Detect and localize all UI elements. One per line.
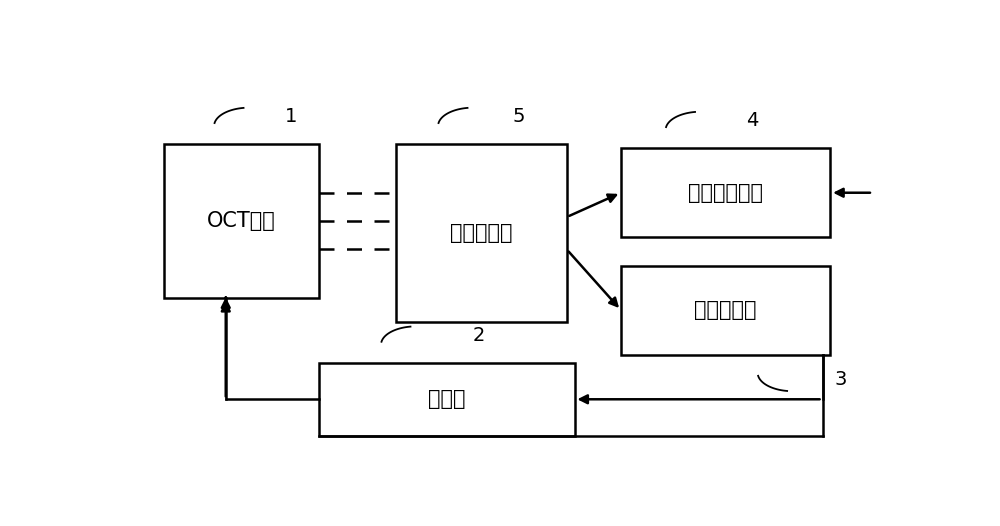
- Text: 2: 2: [472, 326, 485, 345]
- Bar: [621, 148, 830, 237]
- Text: 眼内压控制器: 眼内压控制器: [688, 183, 763, 203]
- Text: 压力传感器: 压力传感器: [694, 300, 757, 320]
- Text: 1: 1: [285, 107, 297, 126]
- Text: 角膜固定器: 角膜固定器: [450, 223, 513, 243]
- Text: OCT系统: OCT系统: [207, 211, 276, 231]
- Text: 4: 4: [747, 111, 759, 130]
- Bar: [164, 144, 319, 298]
- Bar: [396, 144, 567, 322]
- Text: 主控机: 主控机: [428, 389, 465, 409]
- Bar: [621, 266, 830, 355]
- Text: 3: 3: [834, 370, 847, 389]
- Text: 5: 5: [512, 107, 525, 126]
- Bar: [319, 363, 574, 436]
